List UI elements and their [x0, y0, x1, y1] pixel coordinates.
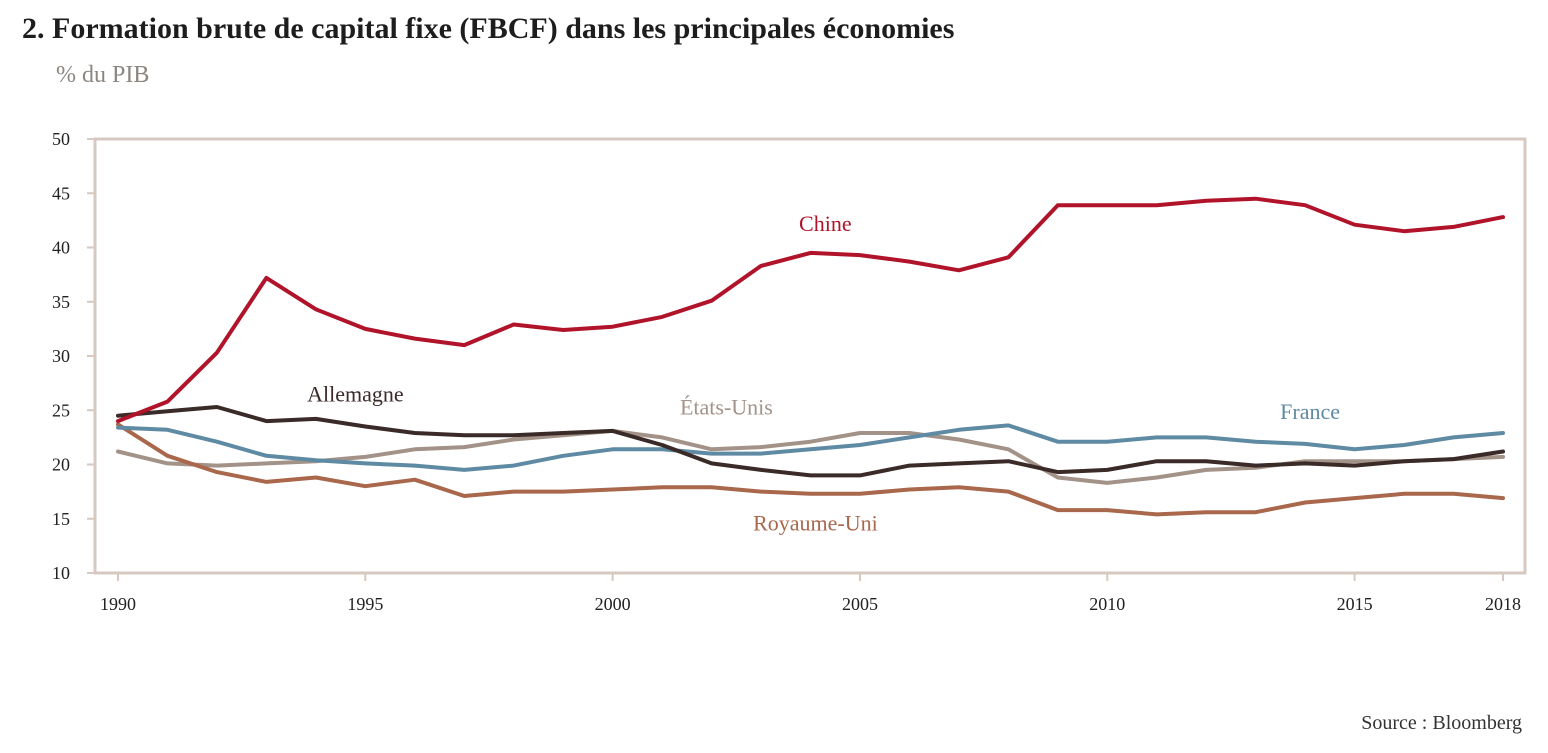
source-note: Source : Bloomberg	[1361, 712, 1522, 734]
series-label-etats-unis: États-Unis	[680, 395, 773, 420]
y-tick-label: 15	[52, 509, 70, 529]
x-tick-label: 1995	[347, 594, 383, 614]
series-line-chine	[116, 196, 1505, 424]
chart-subtitle: % du PIB	[56, 62, 150, 88]
series-label-royaume-uni: Royaume-Uni	[753, 511, 878, 536]
series-label-france: France	[1280, 399, 1340, 424]
x-tick-label: 1990	[100, 594, 136, 614]
x-tick-label: 2015	[1337, 594, 1373, 614]
series-line-allemagne	[116, 405, 1505, 478]
y-tick-label: 50	[52, 129, 70, 149]
series-line-royaume-uni	[116, 422, 1505, 517]
plot-frame	[93, 137, 1527, 575]
y-tick-label: 35	[52, 292, 70, 312]
y-tick-label: 20	[52, 455, 70, 475]
y-tick-label: 40	[52, 238, 70, 258]
x-tick-label: 2018	[1485, 594, 1521, 614]
y-tick-label: 30	[52, 346, 70, 366]
series-label-chine: Chine	[799, 211, 852, 236]
x-tick-label: 2010	[1089, 594, 1125, 614]
y-tick-label: 45	[52, 183, 70, 203]
y-tick-label: 25	[52, 400, 70, 420]
series-line-france	[116, 423, 1505, 472]
chart-title: 2. Formation brute de capital fixe (FBCF…	[22, 12, 955, 45]
y-tick-label: 10	[52, 563, 70, 583]
x-tick-label: 2005	[842, 594, 878, 614]
x-tick-label: 2000	[595, 594, 631, 614]
series-label-allemagne: Allemagne	[307, 382, 404, 407]
